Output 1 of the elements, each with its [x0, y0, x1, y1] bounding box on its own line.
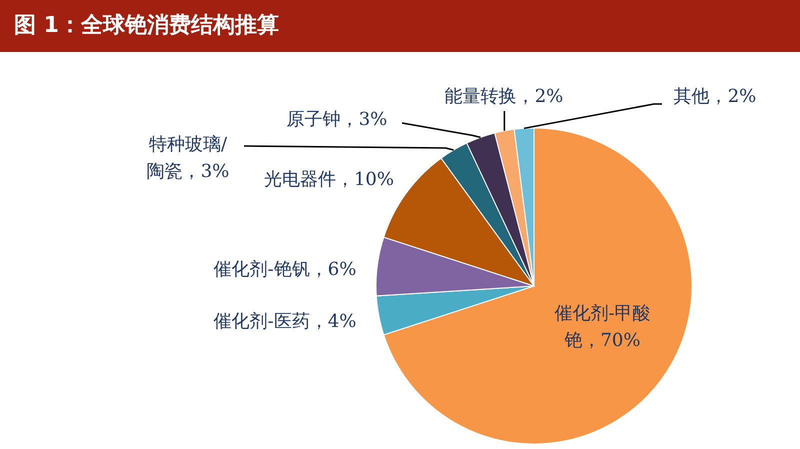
title: 图 1：全球铯消费结构推算: [0, 0, 800, 52]
